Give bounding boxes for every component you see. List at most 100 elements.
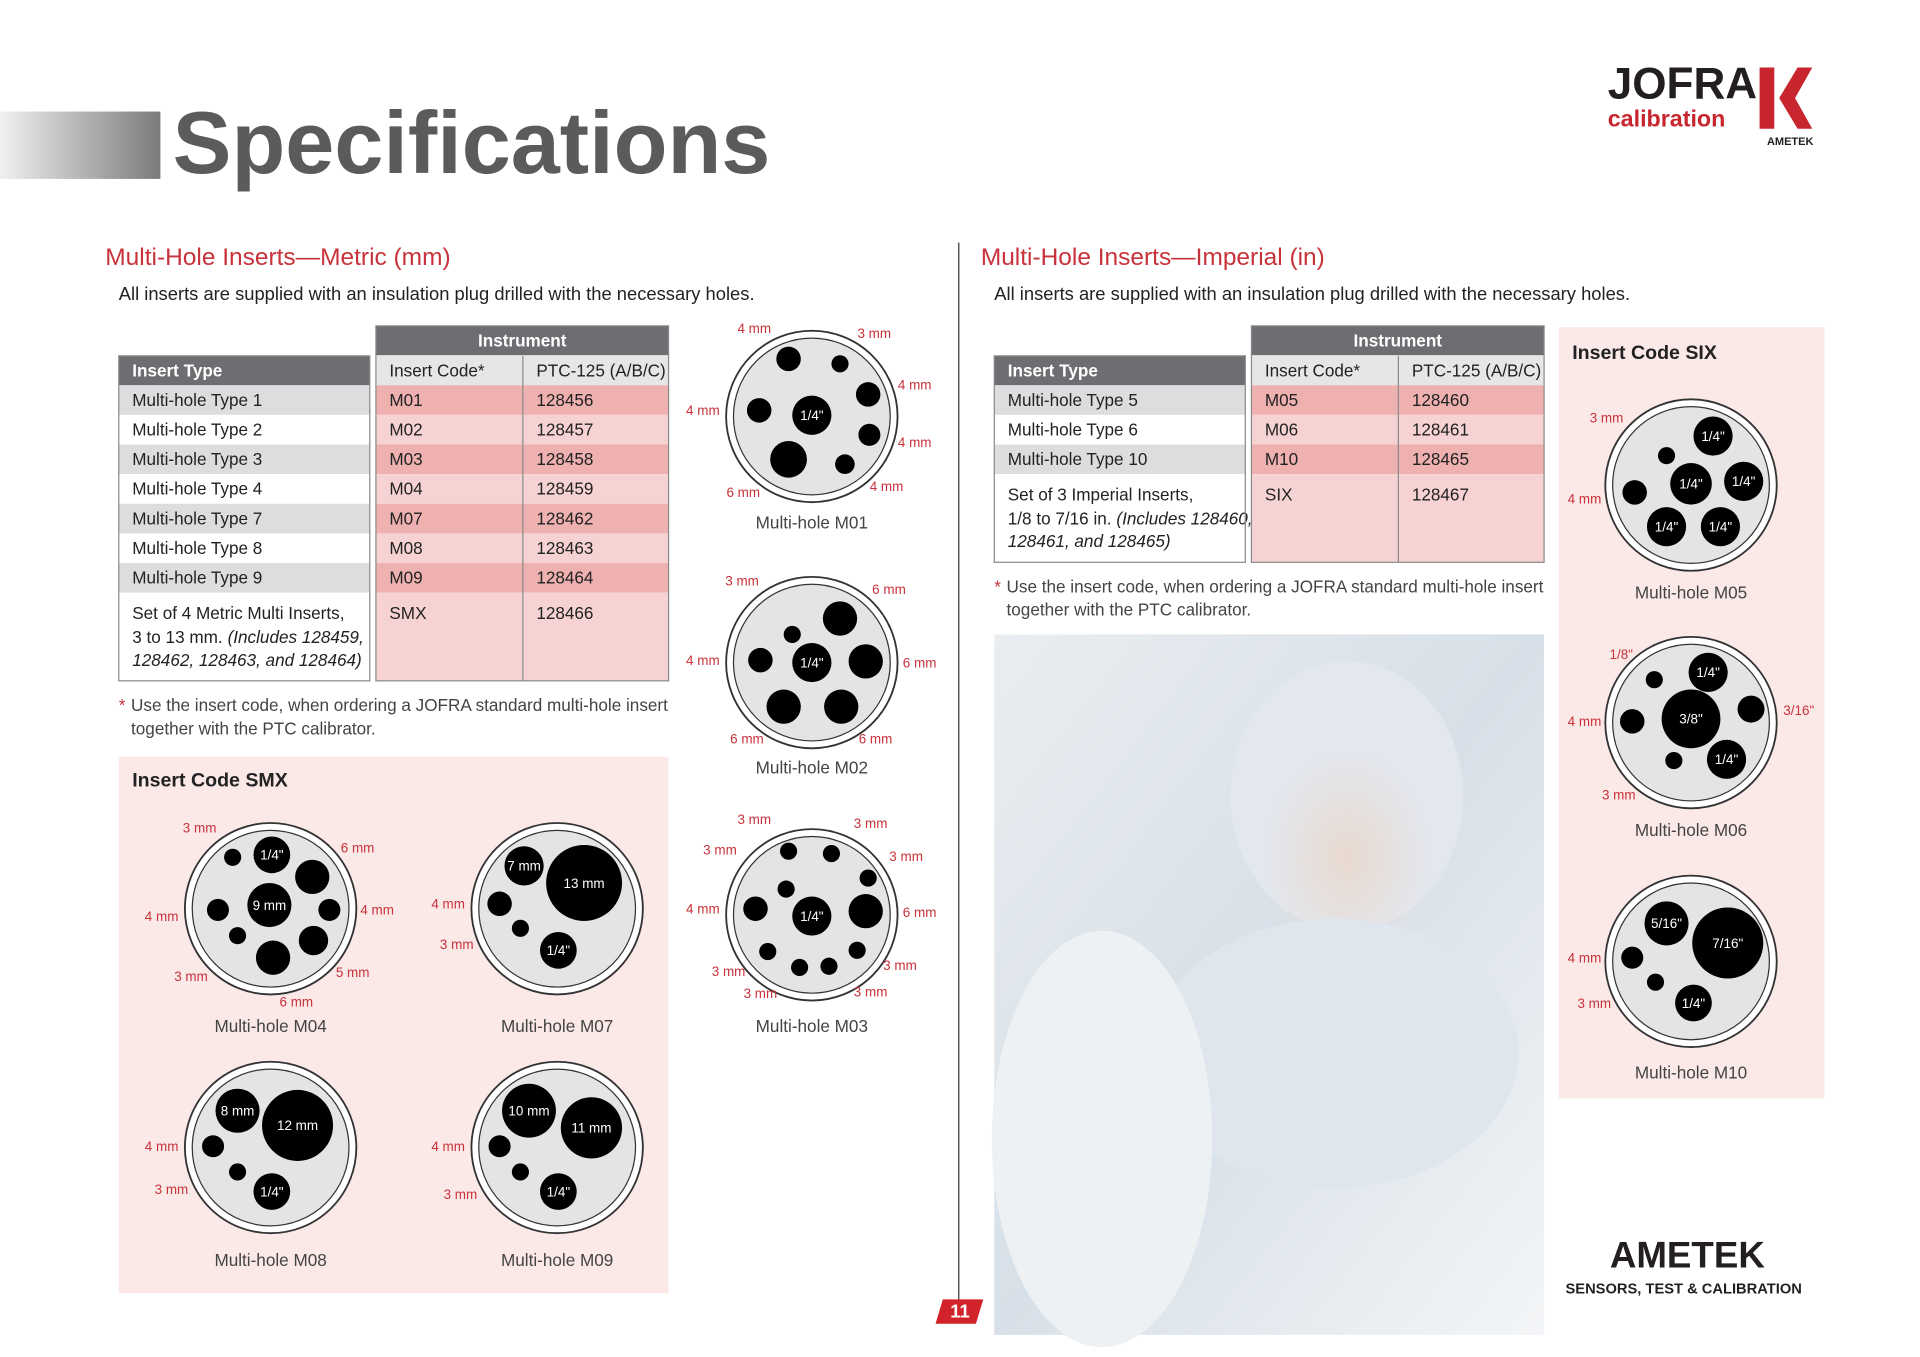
- table-header: PTC-125 (A/B/C): [1412, 360, 1541, 380]
- table-cell-text: Multi-hole Type 2: [132, 419, 262, 439]
- table-cell-text: 128457: [536, 419, 593, 439]
- section-heading: Multi-Hole Inserts—Metric (mm): [105, 244, 450, 271]
- hole: [1661, 689, 1721, 749]
- dimension-label: 3 mm: [712, 964, 746, 979]
- table-cell-text: Set of 3 Imperial Inserts,: [1008, 485, 1194, 505]
- hole: [824, 689, 859, 724]
- table-cell-text: Multi-hole Type 7: [132, 508, 262, 528]
- logo-sub: calibration: [1608, 105, 1726, 131]
- hole: [748, 647, 773, 673]
- table-cell-text: SIX: [1265, 485, 1293, 505]
- hole-label: 1/4": [800, 408, 824, 423]
- hole-label: 12 mm: [277, 1118, 318, 1133]
- dimension-label: 4 mm: [686, 901, 720, 916]
- table-cell: [375, 592, 669, 681]
- hole: [835, 454, 855, 475]
- table-header: Insert Type: [132, 360, 222, 380]
- section-heading: Multi-Hole Inserts—Imperial (in): [981, 244, 1325, 271]
- table-cell-text: 128456: [536, 390, 593, 410]
- hole: [262, 1089, 334, 1161]
- table-cell-text: M06: [1265, 419, 1298, 439]
- table-cell-text: (Includes 128459,: [228, 627, 364, 647]
- hole: [1693, 416, 1733, 456]
- photo: [991, 634, 1545, 1348]
- table-cell-text: M09: [389, 568, 422, 588]
- table-cell: [375, 503, 669, 534]
- hole-label: 8 mm: [221, 1104, 255, 1119]
- table-cell-text: Set of 4 Metric Multi Inserts,: [132, 603, 344, 623]
- table-cell: [118, 444, 370, 475]
- table-cell-text: 128462: [536, 508, 593, 528]
- hole: [848, 894, 883, 929]
- table-cell: [375, 474, 669, 504]
- dimension-label: 3 mm: [1602, 788, 1636, 803]
- hole: [1692, 907, 1764, 979]
- table-cell: [375, 533, 669, 564]
- dimension-label: 3 mm: [703, 843, 737, 858]
- table-cell-text: 1/8 to 7/16 in.: [1008, 508, 1112, 528]
- table-border: [118, 355, 371, 682]
- table-cell: [994, 385, 1246, 415]
- dimension-label: 6 mm: [730, 731, 764, 746]
- dimension-label: 4 mm: [431, 897, 465, 912]
- table-cell-text: M10: [1265, 449, 1298, 469]
- hole: [1620, 709, 1645, 734]
- insert-diagram: 1/4" 1/4" 1/4" 1/4" 1/4" 3 mm 4 mm Multi-hole M…: [1568, 398, 1778, 603]
- hole: [1622, 480, 1647, 505]
- table-cell: [118, 563, 370, 593]
- hole: [766, 689, 801, 724]
- hole: [540, 1173, 577, 1210]
- hole: [1646, 973, 1665, 991]
- diagram-caption: Multi-hole M03: [756, 1016, 868, 1036]
- table-header-cell: [1251, 355, 1399, 386]
- hole-label: 1/4": [1679, 477, 1703, 492]
- hole: [770, 440, 807, 478]
- insert-diagram: 1/4" 3/8" 1/4" 1/8" 3/16" 4 mm 3 mm Multi-hole …: [1568, 635, 1814, 840]
- hole: [822, 845, 840, 863]
- footnote-mark: *: [994, 576, 1001, 596]
- table-cell: [375, 444, 669, 475]
- dimension-label: 1/8": [1609, 647, 1633, 662]
- hole: [822, 601, 858, 636]
- hole: [318, 898, 341, 921]
- insert-diagram: 1/4" 3 mm 3 mm 3 mm 3 mm 4 mm 6 mm 3 mm 3 mm 3 mm…: [686, 812, 936, 1036]
- dimension-label: 6 mm: [903, 655, 937, 670]
- hole: [859, 869, 877, 887]
- hole-label: 7/16": [1712, 936, 1743, 951]
- table-cell: [118, 414, 370, 445]
- hole: [228, 1163, 247, 1181]
- hole: [1675, 984, 1712, 1022]
- hole: [504, 846, 544, 886]
- table-border: [375, 325, 670, 682]
- hole: [298, 925, 329, 956]
- table-cell-text: 128461, and 128465): [1008, 531, 1171, 551]
- logo-brand: JOFRA: [1608, 60, 1757, 109]
- footer-brand: AMETEK: [1610, 1234, 1766, 1275]
- hole: [780, 842, 798, 860]
- dimension-label: 4 mm: [360, 903, 394, 918]
- table-cell-text: Multi-hole Type 9: [132, 568, 262, 588]
- hole: [253, 1173, 291, 1210]
- dimension-label: 6 mm: [903, 905, 937, 920]
- table-cell-text: M01: [389, 390, 422, 410]
- hole-label: 1/4": [260, 1184, 284, 1199]
- table-cell: [375, 385, 669, 415]
- hole: [777, 880, 795, 898]
- table-cell: [118, 592, 370, 681]
- diagram-caption: Multi-hole M09: [501, 1250, 613, 1270]
- diagram-caption: Multi-hole M08: [214, 1250, 326, 1270]
- hole: [848, 644, 883, 679]
- table-header-cell: [375, 355, 523, 386]
- dimension-label: 3 mm: [183, 821, 217, 836]
- diagram-caption: Multi-hole M02: [756, 758, 868, 778]
- table-cell-text: M07: [389, 508, 422, 528]
- table-cell-text: M04: [389, 479, 423, 499]
- hole: [1706, 739, 1747, 779]
- table-cell-text: M05: [1265, 390, 1298, 410]
- dimension-label: 3 mm: [854, 985, 888, 1000]
- hole: [1688, 652, 1728, 692]
- hole: [488, 1135, 511, 1158]
- page-title: Specifications: [173, 93, 771, 192]
